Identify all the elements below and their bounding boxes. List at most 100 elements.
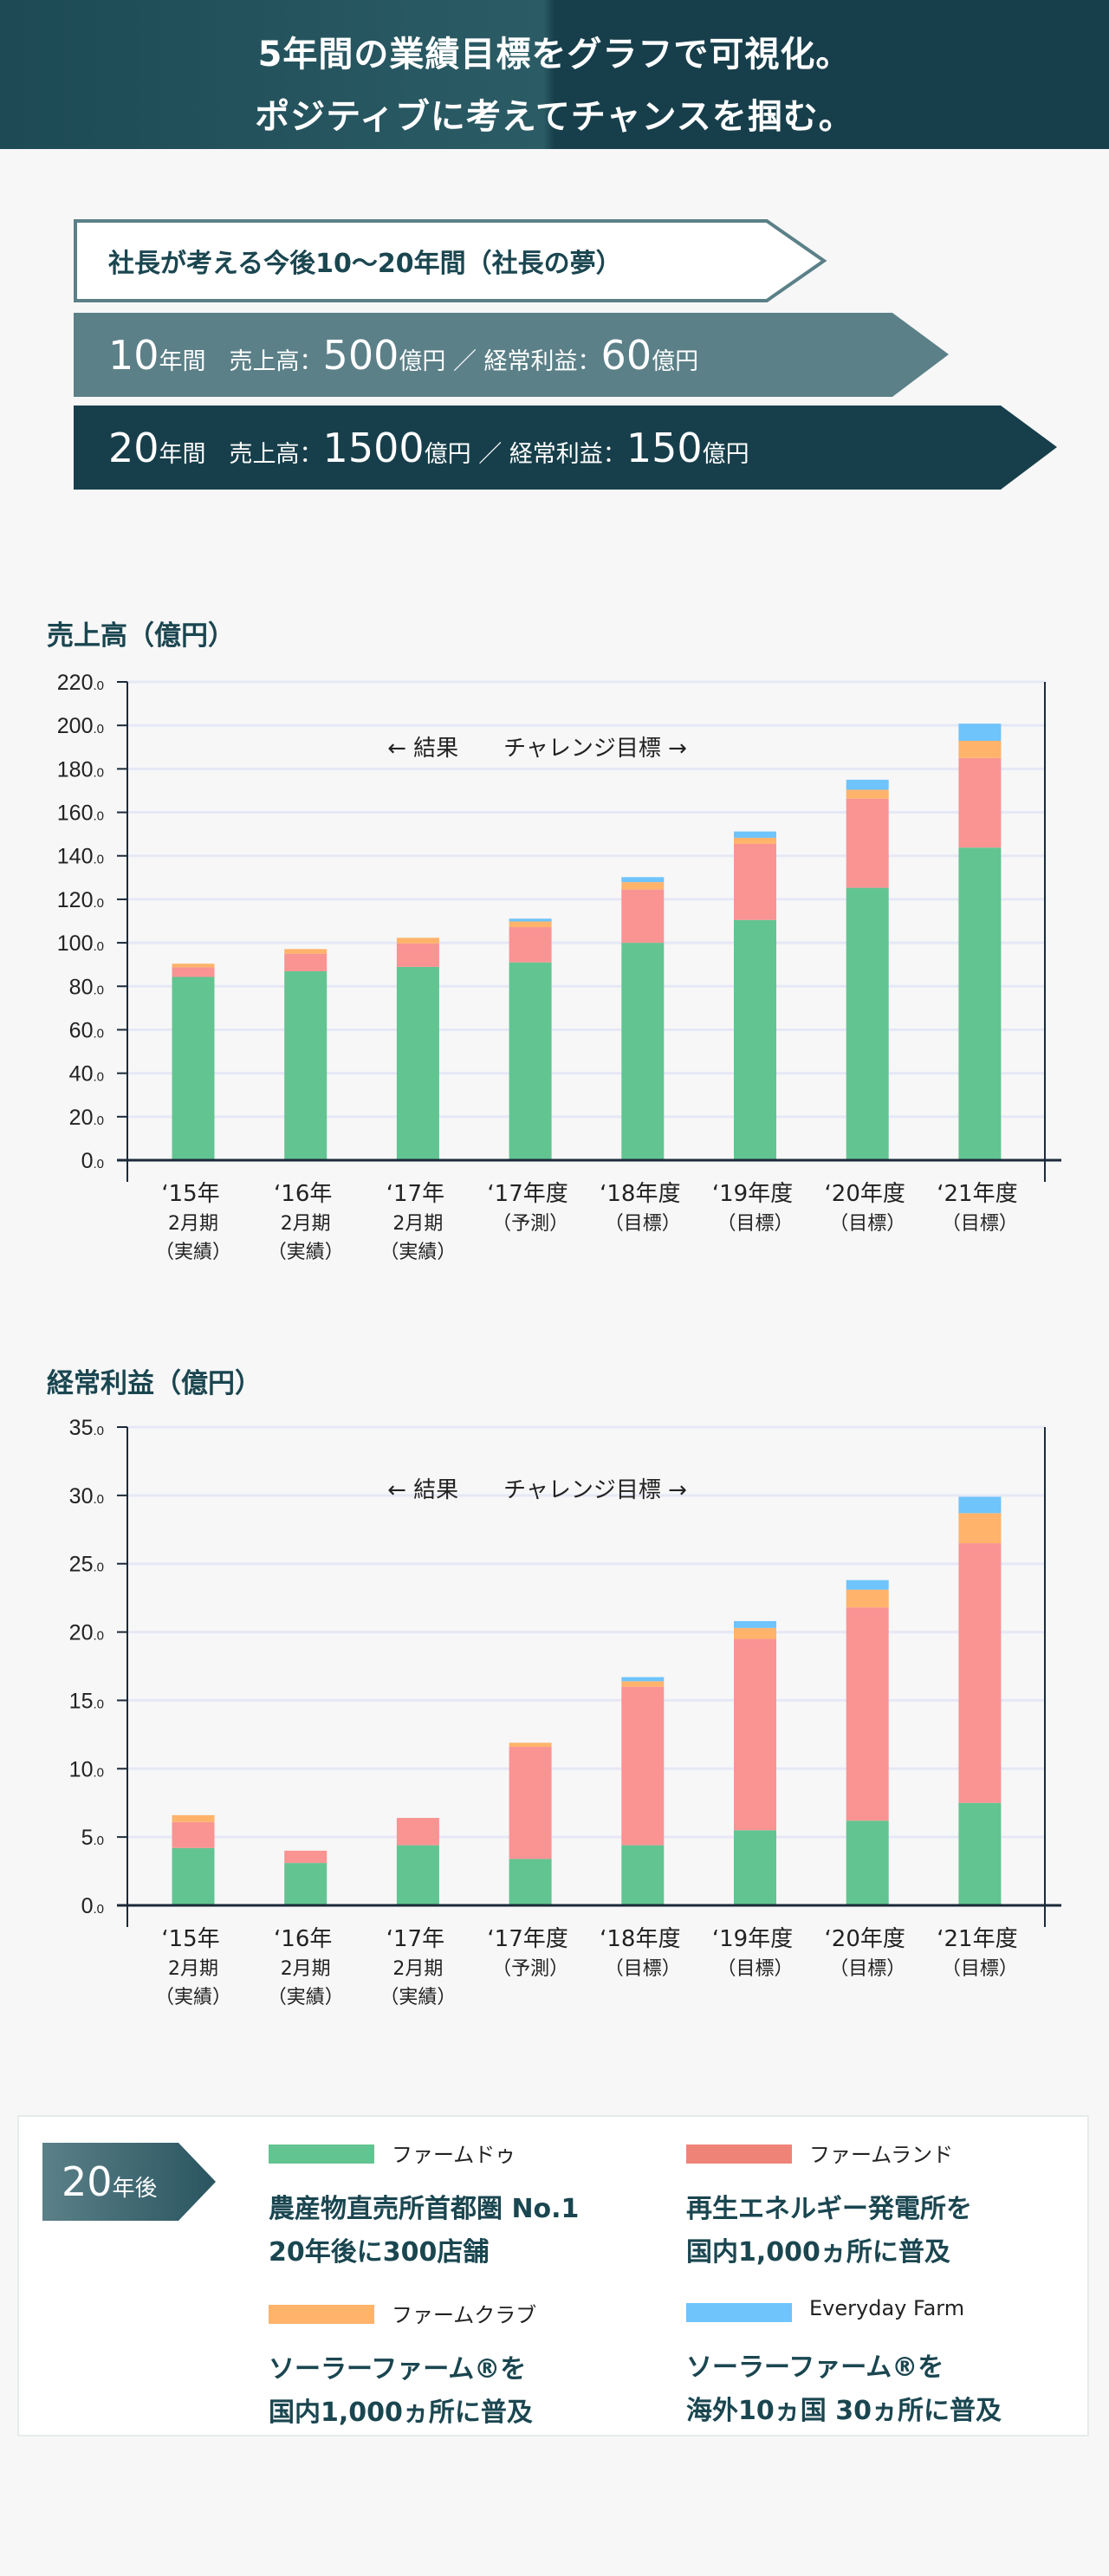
y-tick-label: 160.0 <box>57 801 104 826</box>
twenty-profit: 150 <box>626 424 703 471</box>
bar-segment <box>846 798 889 888</box>
x-tick-label: （目標） <box>829 1213 905 1235</box>
y-tick-label: 220.0 <box>57 671 104 695</box>
bar-segment <box>284 1863 328 1905</box>
x-tick-label: （目標） <box>942 1213 1018 1235</box>
bar-segment <box>846 789 889 799</box>
badge-number: 20 <box>62 2158 113 2205</box>
sales-chart-title: 売上高（億円） <box>47 620 235 652</box>
badge-20-years: 20年後 <box>42 2143 216 2221</box>
ten-years: 10 <box>108 331 159 379</box>
legend-name: ファームドゥ <box>392 2143 516 2167</box>
profit-chart-title: 経常利益（億円） <box>47 1368 262 1399</box>
bar-segment <box>958 847 1002 1160</box>
bar-segment <box>396 1818 439 1846</box>
bar-segment <box>621 1681 665 1687</box>
y-tick-label: 80.0 <box>69 975 104 999</box>
y-tick-label: 5.0 <box>81 1826 104 1850</box>
y-tick-label: 25.0 <box>69 1553 104 1577</box>
legend-name: ファームランド <box>809 2143 954 2167</box>
bar-segment <box>621 1677 665 1682</box>
bar-segment <box>509 1859 552 1905</box>
bar-segment <box>396 938 439 944</box>
x-tick-label: 2月期 <box>392 1958 443 1980</box>
ten-profit-yen: 億円 <box>652 347 699 375</box>
bar-segment <box>734 1620 776 1628</box>
bar-segment <box>509 962 552 1160</box>
bar-segment <box>958 1496 1002 1514</box>
bar-segment <box>509 1742 552 1748</box>
bar-segment <box>958 757 1002 848</box>
bar-segment <box>734 1638 776 1831</box>
legend-name: Everyday Farm <box>809 2296 965 2320</box>
y-tick-label: 20.0 <box>69 1106 104 1130</box>
y-tick-label: 40.0 <box>69 1062 104 1087</box>
x-tick-label: ‘21年度 <box>937 1926 1017 1952</box>
bar-segment <box>846 1607 889 1821</box>
bar-segment <box>621 1686 665 1846</box>
bar-segment <box>734 843 776 920</box>
twenty-sales-yen: 億円 <box>424 440 471 468</box>
twenty-sep: ／ <box>478 440 503 468</box>
x-tick-label: （目標） <box>717 1958 793 1980</box>
twenty-unit: 年間 <box>159 440 206 468</box>
bar-segment <box>958 740 1002 758</box>
legend-swatch <box>269 2145 374 2164</box>
x-tick-label: ‘15年 <box>161 1181 219 1207</box>
bar-segment <box>734 1627 776 1639</box>
bar-segment <box>284 953 328 971</box>
bar-segment <box>509 918 552 922</box>
twenty-sales-label: 売上高： <box>229 440 323 468</box>
bar-segment <box>958 1543 1002 1803</box>
x-tick-label: ‘18年度 <box>600 1926 680 1952</box>
x-tick-label: ‘17年 <box>386 1181 444 1207</box>
bar-segment <box>621 889 665 944</box>
ten-profit: 60 <box>600 331 652 379</box>
bar-segment <box>621 877 665 883</box>
x-tick-label: ‘17年度 <box>487 1181 567 1207</box>
legend-swatch <box>269 2305 374 2324</box>
legend-desc-1: ソーラーファーム®を <box>686 2352 944 2383</box>
header-line-2: ポジティブに考えてチャンスを掴む。 <box>255 97 854 137</box>
bar-segment <box>621 882 665 890</box>
goal-20-years-banner: 20年間 売上高：1500億円 ／ 経常利益：150億円 <box>74 406 1057 490</box>
bar-segment <box>396 1845 439 1905</box>
y-tick-label: 60.0 <box>69 1018 104 1042</box>
y-tick-label: 10.0 <box>69 1757 104 1781</box>
bar-segment <box>734 831 776 838</box>
y-tick-label: 20.0 <box>69 1621 104 1645</box>
bar-segment <box>172 1821 215 1848</box>
x-tick-label: ‘16年 <box>274 1926 332 1952</box>
x-tick-label: （目標） <box>829 1958 905 1980</box>
ten-sep: ／ <box>452 347 477 375</box>
x-tick-label: （目標） <box>605 1958 681 1980</box>
chart-annotation: ← 結果 チャレンジ目標 → <box>387 736 687 762</box>
goal-10-years-banner: 10年間 売上高：500億円 ／ 経常利益：60億円 <box>74 313 949 397</box>
x-tick-label: （目標） <box>717 1213 793 1235</box>
header-banner: 5年間の業績目標をグラフで可視化。 ポジティブに考えてチャンスを掴む。 <box>0 0 1109 149</box>
x-tick-label: ‘17年度 <box>487 1926 567 1952</box>
legend-desc-2: 国内1,000ヵ所に普及 <box>269 2398 533 2428</box>
y-tick-label: 0.0 <box>81 1149 104 1173</box>
bar-segment <box>172 977 215 1160</box>
y-tick-label: 0.0 <box>81 1894 104 1918</box>
legend-swatch <box>686 2303 792 2322</box>
y-tick-label: 200.0 <box>57 714 104 738</box>
bar-segment <box>621 943 665 1160</box>
bar-segment <box>846 1820 889 1905</box>
bar-segment <box>734 919 776 1160</box>
ten-sales-yen: 億円 <box>399 347 446 375</box>
chart-annotation: ← 結果 チャレンジ目標 → <box>387 1477 687 1503</box>
ten-profit-label: 経常利益： <box>483 347 601 375</box>
x-tick-label: （予測） <box>492 1958 568 1980</box>
x-tick-label: ‘16年 <box>274 1181 332 1207</box>
legend-desc-1: 再生エネルギー発電所を <box>686 2194 972 2224</box>
goal-dream-banner: 社長が考える今後10〜20年間（社長の夢） <box>74 219 827 302</box>
ten-sales-label: 売上高： <box>229 347 323 375</box>
bar-segment <box>846 1589 889 1608</box>
bar-segment <box>509 927 552 963</box>
twenty-years: 20 <box>108 424 159 471</box>
legend-name: ファームクラブ <box>392 2303 537 2327</box>
y-tick-label: 120.0 <box>57 888 104 912</box>
bar-segment <box>958 1802 1002 1905</box>
